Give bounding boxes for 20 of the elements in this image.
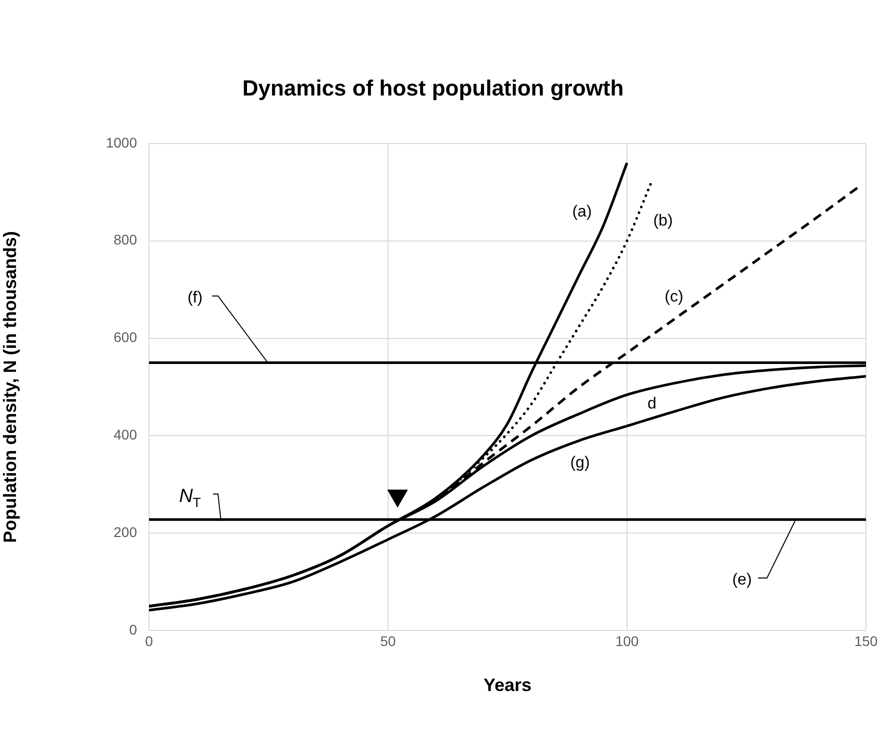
y-tick-label: 800	[114, 232, 138, 248]
y-tick-label: 600	[114, 329, 138, 346]
y-axis-title: Population density, N (in thousands)	[0, 231, 20, 543]
y-tick-label: 400	[114, 426, 138, 443]
y-tick-label: 0	[129, 621, 138, 638]
series-label: d	[648, 395, 656, 412]
x-tick-label: 100	[615, 632, 639, 649]
x-tick-label: 50	[380, 632, 396, 649]
ref-line-label: (f)	[187, 289, 203, 306]
x-tick-label: 0	[145, 632, 154, 649]
y-tick-label: 1000	[106, 134, 138, 150]
y-tick-label: 200	[114, 524, 138, 540]
x-axis-title: Years	[483, 675, 532, 696]
series-label: (c)	[664, 288, 684, 306]
ref-line-label: (e)	[732, 571, 752, 588]
series-label: (a)	[572, 203, 592, 220]
series-label: (b)	[653, 212, 673, 230]
series-label: (g)	[570, 454, 590, 472]
x-tick-label: 150	[854, 632, 878, 649]
chart-title: Dynamics of host population growth	[242, 75, 624, 100]
